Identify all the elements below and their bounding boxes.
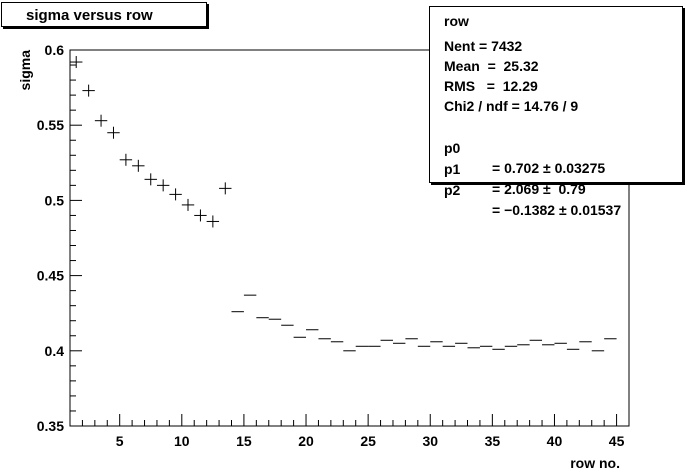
stats-p2-value: = −0.1382 ± 0.01537	[492, 202, 622, 218]
y-tick-label: 0.5	[45, 192, 65, 208]
stats-p1-label: p1	[444, 161, 461, 177]
data-point	[107, 126, 120, 139]
x-tick-label: 30	[422, 433, 438, 449]
data-point	[132, 159, 145, 172]
y-axis-label: sigma	[17, 50, 33, 91]
data-point	[194, 209, 207, 222]
x-axis-label: row no.	[570, 455, 620, 471]
stats-box: row Nent = 7432 Mean = 25.32 RMS = 12.29…	[429, 6, 683, 218]
stats-chi2: Chi2 / ndf = 14.76 / 9	[444, 98, 579, 114]
x-tick-label: 35	[485, 433, 501, 449]
stats-title: row	[444, 13, 469, 29]
data-point	[82, 84, 95, 97]
stats-p2: p2 = −0.1382 ± 0.01537	[444, 160, 674, 218]
data-point	[219, 182, 232, 195]
stats-rms: RMS = 12.29	[444, 78, 538, 94]
stats-p0-label: p0	[444, 140, 461, 156]
data-point	[144, 173, 157, 186]
x-tick-label: 20	[298, 433, 314, 449]
x-tick-label: 15	[236, 433, 252, 449]
data-point	[94, 114, 108, 127]
y-tick-labels: 0.35 0.4 0.45 0.5 0.55 0.6	[37, 42, 64, 434]
data-points	[70, 56, 617, 352]
y-tick-label: 0.4	[45, 343, 65, 359]
data-point	[119, 153, 133, 166]
stats-p2-label: p2	[444, 182, 461, 198]
stats-mean: Mean = 25.32	[444, 58, 539, 74]
x-tick-label: 45	[609, 433, 625, 449]
y-tick-label: 0.45	[37, 268, 64, 284]
x-tick-label: 25	[360, 433, 376, 449]
x-tick-label: 5	[116, 433, 124, 449]
data-point	[206, 215, 220, 228]
x-tick-labels: 5 10 15 20 25 30 35 40 45	[116, 433, 625, 449]
data-point	[169, 188, 182, 201]
stats-p1-value: = 2.069 ± 0.79	[492, 181, 586, 197]
data-point	[156, 179, 170, 192]
plot-frame	[69, 49, 630, 427]
stats-p0: p0 = 0.702 ± 0.03275	[444, 118, 674, 176]
axis-ticks	[69, 49, 630, 427]
x-tick-label: 10	[174, 433, 190, 449]
x-tick-label: 40	[547, 433, 563, 449]
y-tick-label: 0.6	[45, 42, 65, 58]
stats-p0-value: = 0.702 ± 0.03275	[492, 160, 606, 176]
y-tick-label: 0.35	[37, 418, 64, 434]
stats-p1: p1 = 2.069 ± 0.79	[444, 139, 674, 197]
data-point	[181, 198, 195, 211]
chart-title: sigma versus row	[1, 2, 207, 27]
stats-nent: Nent = 7432	[444, 38, 523, 54]
y-tick-label: 0.55	[37, 117, 64, 133]
data-point	[70, 56, 83, 69]
